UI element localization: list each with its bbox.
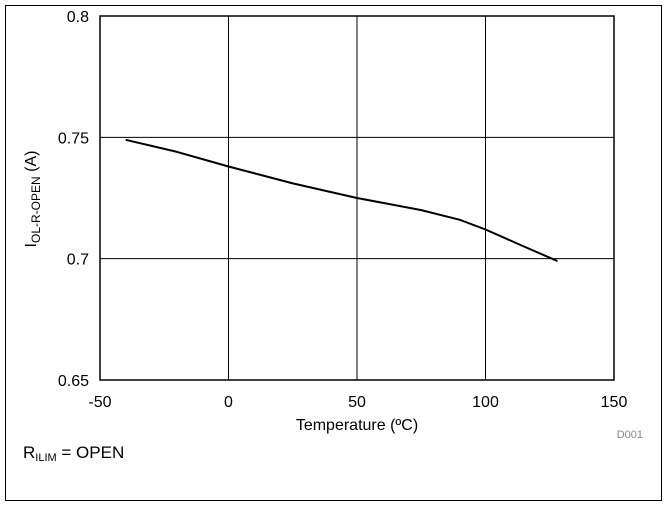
x-tick-label: 50 xyxy=(348,394,366,411)
y-axis-label-unit-text: (A) xyxy=(23,151,40,172)
caption-subscript: ILIM xyxy=(35,452,57,464)
x-tick-label: 0 xyxy=(224,394,233,411)
y-axis-label-sub: OL-R-OPEN xyxy=(29,176,43,243)
x-tick-label: 150 xyxy=(601,394,628,411)
y-tick-labels: 0.65 0.7 0.75 0.8 xyxy=(58,9,89,390)
y-tick-label: 0.65 xyxy=(58,373,89,390)
y-axis-label: IOL-R-OPEN (A) xyxy=(23,151,43,248)
y-tick-label: 0.75 xyxy=(58,130,89,147)
x-tick-label: -50 xyxy=(88,394,111,411)
figure-id: D001 xyxy=(617,429,643,441)
series-line xyxy=(125,138,558,263)
caption-suffix: = OPEN xyxy=(56,443,125,462)
x-axis-label: Temperature (ºC) xyxy=(296,417,418,434)
figure-frame xyxy=(5,5,662,501)
y-tick-label: 0.8 xyxy=(67,9,89,26)
x-tick-labels: -50 0 50 100 150 xyxy=(88,394,627,411)
y-tick-label: 0.7 xyxy=(67,252,89,269)
plot-area xyxy=(99,15,615,381)
chart-grid xyxy=(100,16,614,380)
y-axis-label-main: I xyxy=(23,243,40,247)
caption-prefix: R xyxy=(23,443,36,462)
x-tick-label: 100 xyxy=(472,394,499,411)
caption: RILIM = OPEN xyxy=(23,443,124,464)
